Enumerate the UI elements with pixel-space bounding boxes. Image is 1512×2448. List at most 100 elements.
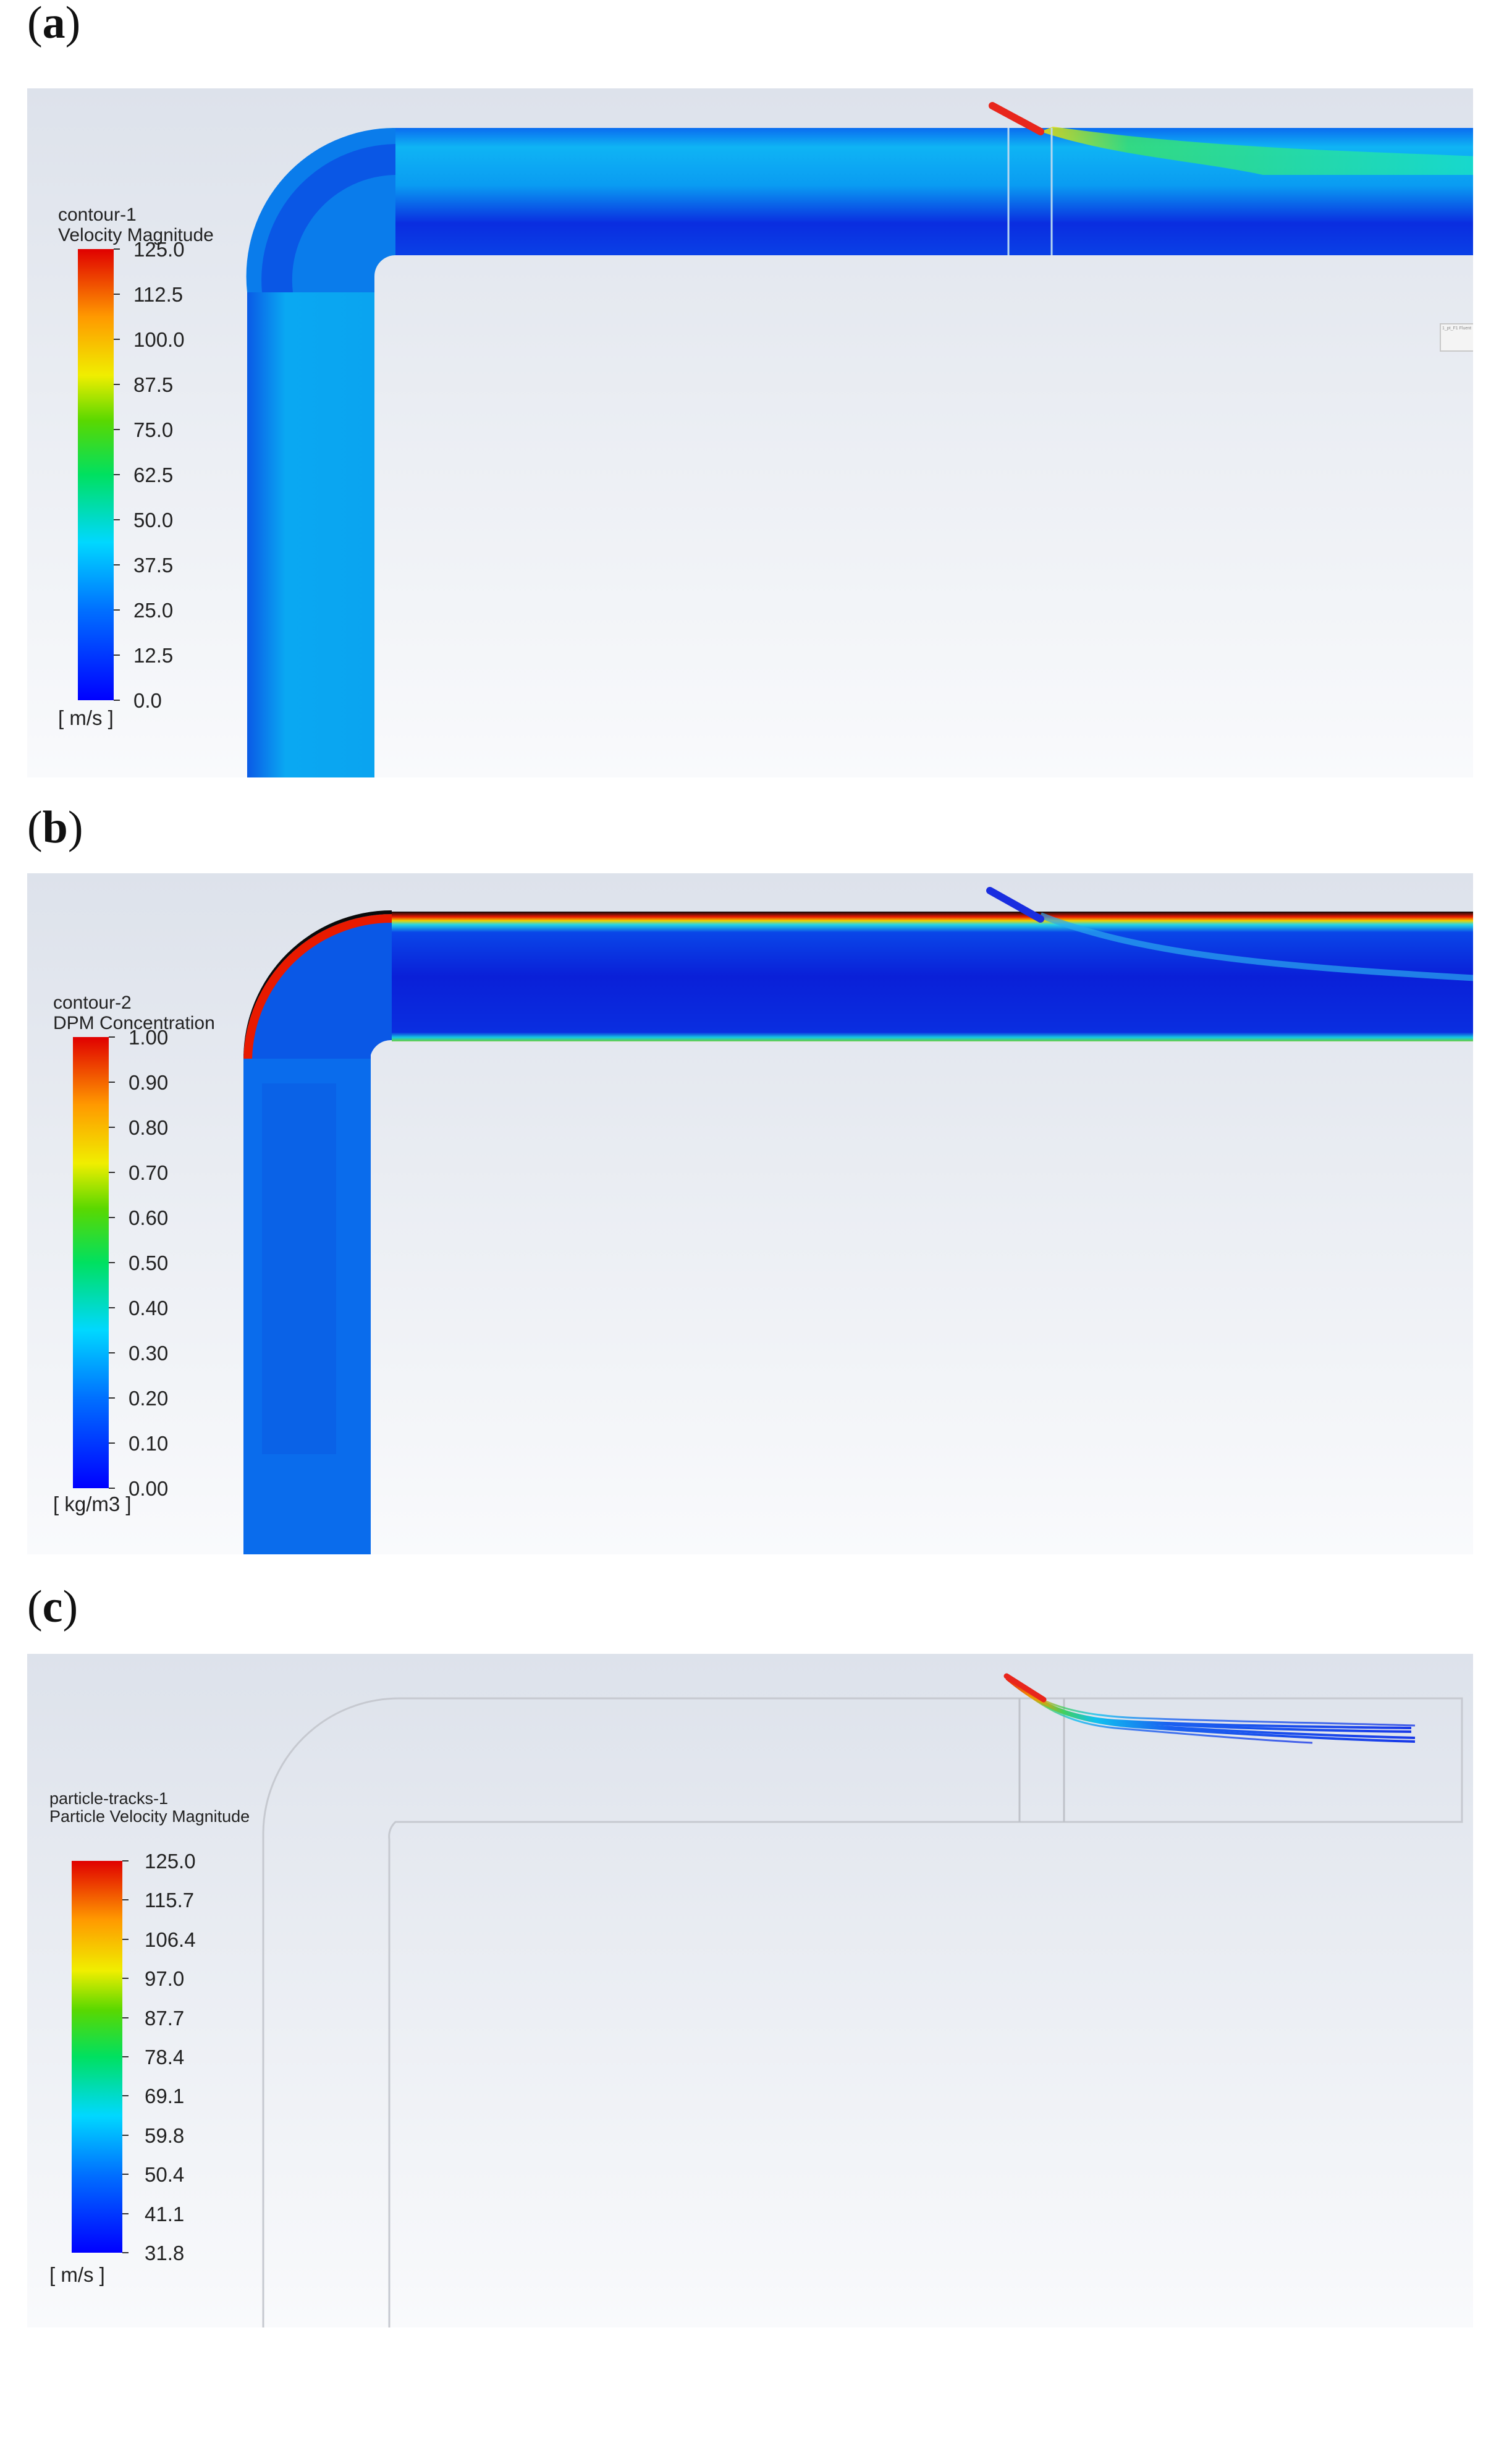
- injector-nozzle: [989, 102, 1044, 135]
- pipe-horizontal-leg: [395, 128, 1473, 255]
- colorbar-tick-mark: [109, 1397, 115, 1399]
- injection-plume: [1041, 127, 1473, 175]
- colorbar-b: [73, 1037, 109, 1488]
- panel-a-label: (a): [27, 0, 81, 48]
- colorbar-tick-label: 75.0: [133, 418, 174, 441]
- colorbar-tick-label: 69.1: [145, 2085, 185, 2108]
- colorbar-tick-label: 31.8: [145, 2242, 185, 2264]
- colorbar-tick-label: 0.50: [129, 1252, 169, 1274]
- colorbar-tick-label: 0.90: [129, 1071, 169, 1094]
- pipe-horizontal-leg: [392, 912, 1473, 1041]
- colorbar-tick-mark: [114, 429, 120, 430]
- colorbar-tick-mark: [109, 1262, 115, 1263]
- colorbar-tick-mark: [122, 2134, 129, 2136]
- colorbar-tick-label: 59.8: [145, 2124, 185, 2147]
- colorbar-tick-label: 0.40: [129, 1297, 169, 1319]
- colorbar-tick-label: 25.0: [133, 599, 174, 622]
- colorbar-tick-label: 1.00: [129, 1026, 169, 1049]
- colorbar-tick-label: 125.0: [133, 238, 185, 261]
- colorbar-c: [72, 1861, 122, 2253]
- legend-title-line2: DPM Concentration: [53, 1013, 215, 1033]
- viewport-tag: 1_pt_F1 Fluent: [1440, 323, 1473, 352]
- panel-c-viewport: [27, 1654, 1473, 2327]
- colorbar-tick-label: 0.20: [129, 1387, 169, 1410]
- colorbar-tick-label: 0.0: [133, 689, 162, 712]
- panel-b-viewport: [27, 873, 1473, 1554]
- legend-title-line1: contour-1: [58, 205, 137, 225]
- colorbar-tick-mark: [114, 564, 120, 565]
- colorbar-tick-label: 106.4: [145, 1928, 196, 1951]
- colorbar-tick-mark: [114, 248, 120, 250]
- colorbar-tick-mark: [114, 700, 120, 701]
- legend-c: particle-tracks-1 Particle Velocity Magn…: [27, 1654, 311, 2327]
- panel-b-dpm-contour: contour-2 DPM Concentration 1.00 0.90 0.80…: [27, 873, 1473, 1554]
- colorbar-tick-mark: [109, 1036, 115, 1038]
- pipe-outline: [262, 1697, 1463, 2327]
- colorbar-tick-mark: [122, 1978, 129, 1980]
- colorbar-tick-label: 37.5: [133, 554, 174, 577]
- colorbar-tick-mark: [114, 339, 120, 340]
- colorbar-tick-mark: [122, 2017, 129, 2018]
- colorbar-tick-mark: [114, 294, 120, 295]
- colorbar-tick-mark: [114, 474, 120, 475]
- colorbar-tick-label: 0.10: [129, 1432, 169, 1455]
- panel-a-velocity-contour: contour-1 Velocity Magnitude 125.0 112.5 1…: [27, 88, 1473, 777]
- colorbar-tick-mark: [109, 1488, 115, 1489]
- legend-unit-c: [ m/s ]: [49, 2263, 105, 2286]
- colorbar-tick-mark: [109, 1442, 115, 1444]
- colorbar-tick-label: 62.5: [133, 464, 174, 486]
- colorbar-tick-mark: [122, 1860, 129, 1861]
- colorbar-tick-label: 0.70: [129, 1161, 169, 1184]
- pipe-vertical-leg: [247, 274, 374, 777]
- colorbar-tick-mark: [122, 2174, 129, 2175]
- colorbar-tick-mark: [109, 1127, 115, 1128]
- legend-title-line2: Particle Velocity Magnitude: [49, 1807, 250, 1826]
- panel-a-viewport: [27, 88, 1473, 777]
- colorbar-tick-label: 41.1: [145, 2202, 185, 2226]
- panel-c-particle-tracks: particle-tracks-1 Particle Velocity Magn…: [27, 1654, 1473, 2327]
- colorbar-tick-label: 50.0: [133, 509, 174, 532]
- colorbar-tick-mark: [109, 1082, 115, 1083]
- legend-title-a: contour-1 Velocity Magnitude: [58, 205, 214, 245]
- injector-nozzle: [1003, 1673, 1047, 1703]
- legend-b: contour-2 DPM Concentration 1.00 0.90 0.80…: [27, 873, 274, 1554]
- colorbar-tick-label: 87.7: [145, 2006, 185, 2030]
- legend-unit-b: [ kg/m3 ]: [53, 1493, 132, 1515]
- colorbar-tick-label: 12.5: [133, 644, 174, 667]
- colorbar-tick-mark: [114, 654, 120, 656]
- colorbar-tick-mark: [109, 1352, 115, 1353]
- colorbar-tick-mark: [114, 519, 120, 520]
- colorbar-tick-mark: [122, 1938, 129, 1940]
- colorbar-tick-mark: [122, 2252, 129, 2253]
- colorbar-tick-label: 0.80: [129, 1116, 169, 1139]
- colorbar-tick-label: 0.60: [129, 1206, 169, 1229]
- colorbar-tick-mark: [122, 2213, 129, 2214]
- legend-a: contour-1 Velocity Magnitude 125.0 112.5 1…: [27, 88, 274, 777]
- colorbar-tick-label: 97.0: [145, 1967, 185, 1991]
- colorbar-tick-label: 50.4: [145, 2163, 185, 2187]
- colorbar-tick-mark: [122, 2056, 129, 2057]
- panel-c-label: (c): [27, 1582, 78, 1632]
- legend-title-line1: contour-2: [53, 993, 132, 1013]
- colorbar-tick-mark: [122, 1899, 129, 1901]
- colorbar-tick-mark: [122, 2095, 129, 2097]
- legend-unit-a: [ m/s ]: [58, 706, 114, 729]
- colorbar-tick-label: 125.0: [145, 1850, 196, 1873]
- colorbar-tick-mark: [109, 1307, 115, 1308]
- particle-tracks: [1005, 1677, 1416, 1744]
- colorbar-tick-label: 0.00: [129, 1477, 169, 1500]
- legend-title-c: particle-tracks-1 Particle Velocity Magn…: [49, 1790, 250, 1826]
- pipe-elbow: [243, 914, 392, 1059]
- legend-title-line2: Velocity Magnitude: [58, 225, 214, 245]
- colorbar-tick-label: 115.7: [145, 1889, 195, 1912]
- colorbar-tick-label: 78.4: [145, 2046, 185, 2069]
- colorbar-tick-label: 87.5: [133, 373, 174, 396]
- colorbar-tick-label: 100.0: [133, 328, 185, 351]
- colorbar-tick-label: 112.5: [133, 283, 184, 306]
- colorbar-tick-mark: [114, 609, 120, 611]
- legend-title-b: contour-2 DPM Concentration: [53, 993, 215, 1033]
- colorbar-tick-mark: [109, 1172, 115, 1173]
- colorbar-a: [78, 249, 114, 700]
- colorbar-tick-mark: [114, 384, 120, 385]
- colorbar-tick-mark: [109, 1217, 115, 1218]
